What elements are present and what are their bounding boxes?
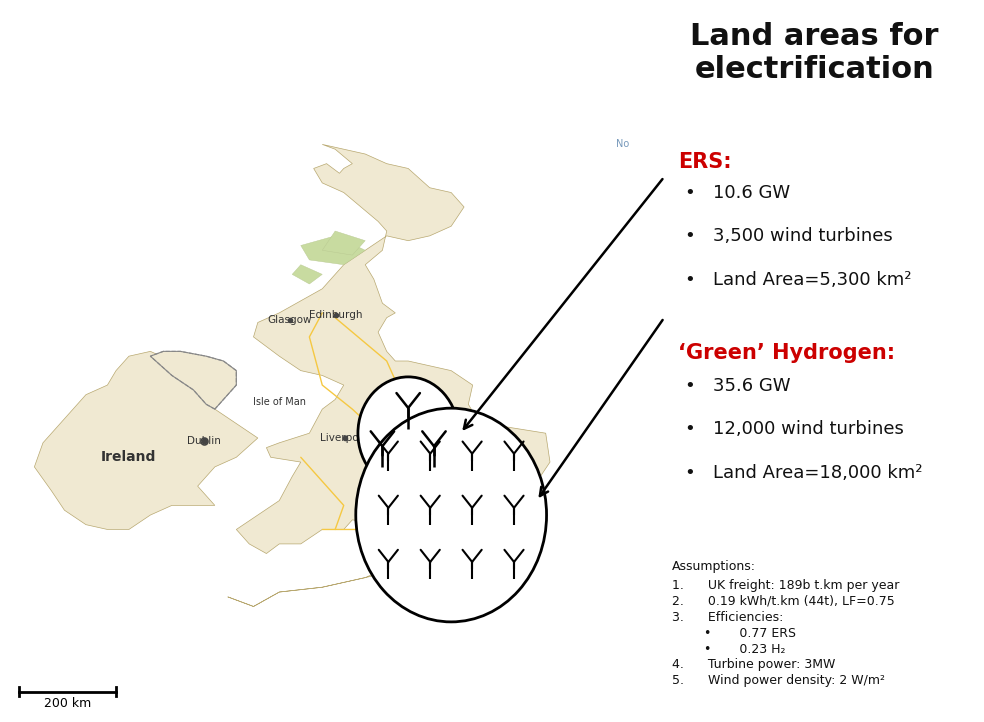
Text: •       0.23 H₂: • 0.23 H₂ — [704, 643, 785, 656]
Text: ‘Green’ Hydrogen:: ‘Green’ Hydrogen: — [679, 343, 895, 363]
Text: Assumptions:: Assumptions: — [672, 560, 756, 573]
Text: Dublin: Dublin — [187, 436, 220, 446]
Polygon shape — [323, 231, 365, 255]
Text: 200 km: 200 km — [44, 697, 92, 710]
Text: •   10.6 GW: • 10.6 GW — [685, 184, 790, 202]
Text: Isle of Man: Isle of Man — [253, 397, 306, 407]
Text: 2.      0.19 kWh/t.km (44t), LF=0.75: 2. 0.19 kWh/t.km (44t), LF=0.75 — [672, 595, 894, 608]
Circle shape — [358, 377, 459, 490]
Polygon shape — [481, 510, 516, 534]
Circle shape — [356, 408, 546, 622]
Text: •   12,000 wind turbines: • 12,000 wind turbines — [685, 420, 904, 438]
Polygon shape — [34, 352, 258, 529]
Text: 1.      UK freight: 189b t.km per year: 1. UK freight: 189b t.km per year — [672, 579, 899, 592]
Text: Glasgow: Glasgow — [268, 315, 312, 325]
Text: 5.      Wind power density: 2 W/m²: 5. Wind power density: 2 W/m² — [672, 674, 885, 687]
Text: Edinburgh: Edinburgh — [309, 310, 362, 321]
Text: United
Kingdom: United Kingdom — [370, 441, 446, 474]
Text: Ireland: Ireland — [101, 451, 156, 464]
Text: 4.      Turbine power: 3MW: 4. Turbine power: 3MW — [672, 658, 835, 671]
Text: •   Land Area=18,000 km²: • Land Area=18,000 km² — [685, 464, 923, 482]
Text: 3.      Efficiencies:: 3. Efficiencies: — [672, 611, 783, 624]
Polygon shape — [301, 236, 365, 265]
Text: Land areas for
electrification: Land areas for electrification — [690, 22, 939, 84]
Polygon shape — [292, 265, 323, 284]
Polygon shape — [227, 144, 550, 606]
Text: •   3,500 wind turbines: • 3,500 wind turbines — [685, 227, 893, 245]
Text: •       0.77 ERS: • 0.77 ERS — [704, 627, 796, 640]
Text: Liverpool: Liverpool — [320, 433, 368, 443]
Text: •   35.6 GW: • 35.6 GW — [685, 377, 791, 395]
Text: No: No — [616, 139, 630, 149]
Polygon shape — [151, 352, 236, 409]
Text: Mano: Mano — [362, 429, 391, 439]
Text: •   Land Area=5,300 km²: • Land Area=5,300 km² — [685, 271, 912, 289]
Text: ERS:: ERS: — [679, 152, 732, 172]
Polygon shape — [451, 529, 485, 554]
